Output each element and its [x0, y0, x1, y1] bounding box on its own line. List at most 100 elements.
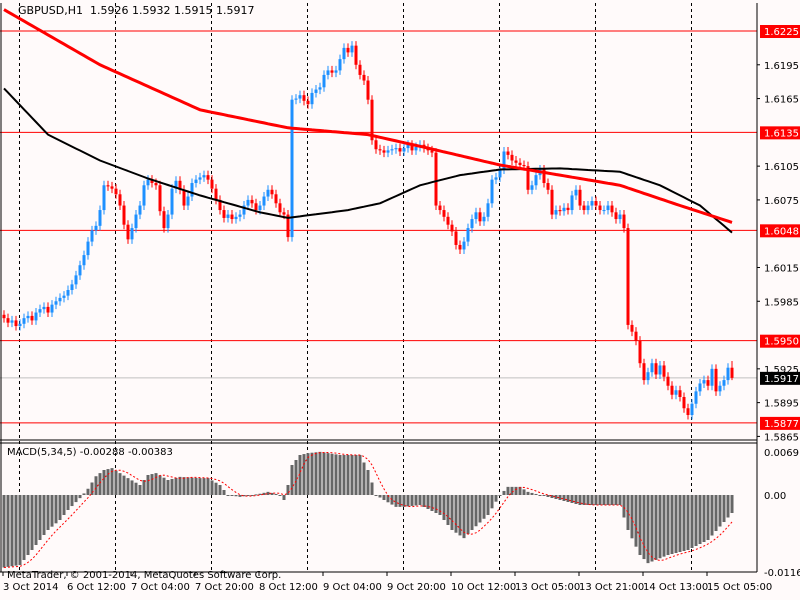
bull-candle	[246, 199, 250, 206]
bear-candle	[398, 148, 402, 152]
macd-histogram-bar	[630, 495, 634, 539]
bear-candle	[682, 396, 686, 409]
level-price-label: 1.5877	[764, 419, 799, 430]
horizontal-levels	[0, 30, 757, 424]
bull-candle	[186, 196, 190, 206]
price-tick-label: 1.6165	[764, 95, 799, 106]
macd-histogram-bar	[206, 478, 210, 495]
macd-histogram-bar	[102, 470, 106, 495]
bull-candle	[54, 301, 58, 305]
bear-candle	[354, 45, 358, 65]
macd-histogram-bar	[246, 495, 250, 496]
macd-histogram-bar	[674, 495, 678, 553]
bull-candle	[394, 148, 398, 150]
macd-histogram-bar	[718, 495, 722, 527]
bull-candle	[702, 380, 706, 384]
macd-histogram-bar	[242, 495, 246, 497]
macd-histogram-bar	[122, 475, 126, 495]
macd-histogram-bar	[238, 495, 242, 497]
macd-histogram-bar	[578, 495, 582, 505]
bull-candle	[18, 323, 22, 327]
macd-histogram-bar	[290, 465, 294, 495]
price-axis: 1.6195 1.6165 1.6105 1.6075 1.6015 1.5985 1.59…	[757, 25, 800, 579]
macd-histogram-bar	[402, 495, 406, 507]
bear-candle	[158, 185, 162, 212]
bear-candle	[118, 194, 122, 206]
time-tick-label: 14 Oct 13:00	[643, 582, 708, 593]
ohlc-low: 1.5915	[173, 4, 213, 17]
macd-histogram-bar	[218, 485, 222, 495]
bull-candle	[170, 188, 174, 215]
bull-candle	[498, 169, 502, 178]
level-price-label-bg	[760, 416, 800, 430]
bull-candle	[322, 74, 326, 88]
macd-histogram-bar	[634, 495, 638, 547]
bull-candle	[722, 380, 726, 386]
bull-candle	[534, 175, 538, 186]
bull-candle	[530, 185, 534, 190]
moving-average-slow-line	[3, 8, 733, 224]
macd-histogram-bar	[254, 494, 258, 496]
bear-candle	[110, 186, 114, 189]
macd-histogram-bar	[142, 480, 146, 495]
bull-candle	[262, 196, 266, 206]
macd-histogram-bar	[530, 492, 534, 495]
macd-histogram-bar	[86, 488, 90, 495]
bear-candle	[434, 152, 438, 206]
bear-candle	[622, 214, 626, 229]
bear-candle	[566, 207, 570, 211]
bear-candle	[614, 212, 618, 220]
bear-candle	[286, 214, 290, 238]
macd-histogram-bar	[562, 495, 566, 501]
bull-candle	[674, 390, 678, 395]
macd-name: MACD(5,34,5)	[7, 447, 77, 458]
macd-histogram-bar	[550, 495, 554, 498]
bear-candle	[594, 201, 598, 206]
macd-axis-label: 0.00	[764, 491, 786, 502]
price-tick-label: 1.5925	[764, 365, 799, 376]
bear-candle	[654, 363, 658, 375]
bull-candle	[486, 203, 490, 217]
macd-histogram-bar	[42, 495, 46, 535]
bear-candle	[518, 162, 522, 166]
macd-axis-label: 0.0069	[764, 448, 799, 459]
macd-histogram-bar	[306, 453, 310, 495]
bear-candle	[178, 180, 182, 190]
bear-candle	[526, 166, 530, 190]
bull-candle	[174, 180, 178, 189]
bull-candle	[406, 144, 410, 149]
macd-histogram-bar	[38, 495, 42, 540]
macd-histogram-bar	[542, 495, 546, 496]
level-price-label: 1.6135	[764, 128, 799, 139]
bear-candle	[582, 205, 586, 211]
bull-candle	[298, 95, 302, 99]
bear-candle	[430, 150, 434, 153]
bull-candle	[474, 212, 478, 220]
bull-candle	[238, 214, 242, 217]
macd-histogram-bar	[478, 495, 482, 523]
bull-candle	[502, 151, 506, 170]
bear-candle	[626, 228, 630, 325]
bull-candle	[710, 368, 714, 386]
bear-candle	[302, 95, 306, 101]
bull-candle	[90, 230, 94, 242]
macd-histogram-bar	[462, 495, 466, 539]
bull-candle	[646, 372, 650, 381]
bull-candle	[698, 383, 702, 392]
macd-histogram-bar	[666, 495, 670, 555]
macd-histogram-bar	[414, 495, 418, 506]
bull-candle	[338, 59, 342, 71]
bear-candle	[610, 205, 614, 213]
bear-candle	[506, 151, 510, 155]
price-tick-label: 1.5865	[764, 432, 799, 443]
macd-histogram-bar	[230, 495, 234, 496]
macd-histogram-bar	[50, 495, 54, 527]
bear-candle	[714, 368, 718, 392]
macd-histogram-bar	[570, 495, 574, 503]
bear-candle	[642, 363, 646, 381]
price-tick-label: 1.6015	[764, 263, 799, 274]
time-tick-label: 13 Oct 05:00	[515, 582, 580, 593]
macd-histogram-bar	[98, 473, 102, 495]
macd-histogram-bar	[90, 482, 94, 495]
